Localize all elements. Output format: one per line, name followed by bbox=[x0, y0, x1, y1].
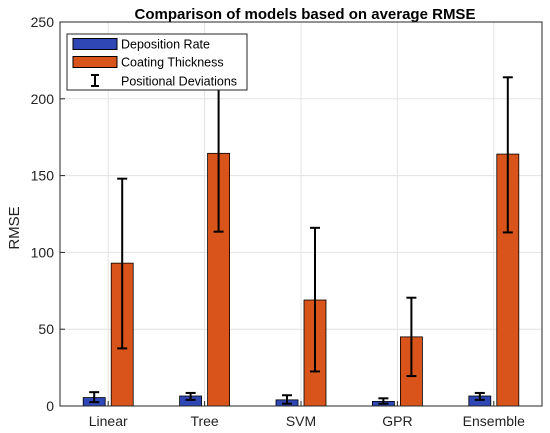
legend: Deposition Rate Coating Thickness Positi… bbox=[66, 33, 248, 91]
legend-errorbar-icon bbox=[91, 74, 99, 87]
x-tick-label: Tree bbox=[190, 413, 218, 429]
error-bar bbox=[474, 391, 485, 401]
error-bar bbox=[378, 397, 389, 405]
error-bar bbox=[310, 226, 320, 373]
y-tick-label: 0 bbox=[46, 398, 54, 414]
error-bar bbox=[117, 177, 128, 350]
y-axis-label: RMSE bbox=[6, 206, 23, 249]
x-tick-label: Ensemble bbox=[463, 413, 525, 429]
error-bar bbox=[89, 391, 100, 404]
x-tick-label: Linear bbox=[89, 413, 128, 429]
error-bar bbox=[282, 394, 292, 405]
error-bars bbox=[89, 71, 513, 405]
legend-swatch-deposition-rate bbox=[72, 38, 118, 50]
error-bar bbox=[185, 391, 196, 401]
y-tick-label: 250 bbox=[31, 14, 55, 30]
legend-swatch-coating-thickness bbox=[72, 56, 118, 68]
y-tick-label: 50 bbox=[38, 321, 54, 337]
x-axis-ticks: Linear Tree SVM GPR Ensemble bbox=[89, 401, 525, 429]
y-tick-label: 150 bbox=[31, 168, 55, 184]
legend-label-positional-deviations: Positional Deviations bbox=[121, 75, 237, 89]
y-axis-ticks: 0 50 100 150 200 250 bbox=[31, 14, 65, 414]
error-bar bbox=[406, 296, 417, 378]
y-tick-label: 200 bbox=[31, 91, 55, 107]
x-tick-label: SVM bbox=[286, 413, 316, 429]
legend-label-coating-thickness: Coating Thickness bbox=[121, 56, 224, 70]
x-tick-label: GPR bbox=[382, 413, 412, 429]
legend-label-deposition-rate: Deposition Rate bbox=[121, 38, 210, 52]
error-bar bbox=[502, 76, 513, 234]
y-tick-label: 100 bbox=[31, 244, 55, 260]
chart-title: Comparison of models based on average RM… bbox=[135, 6, 476, 23]
